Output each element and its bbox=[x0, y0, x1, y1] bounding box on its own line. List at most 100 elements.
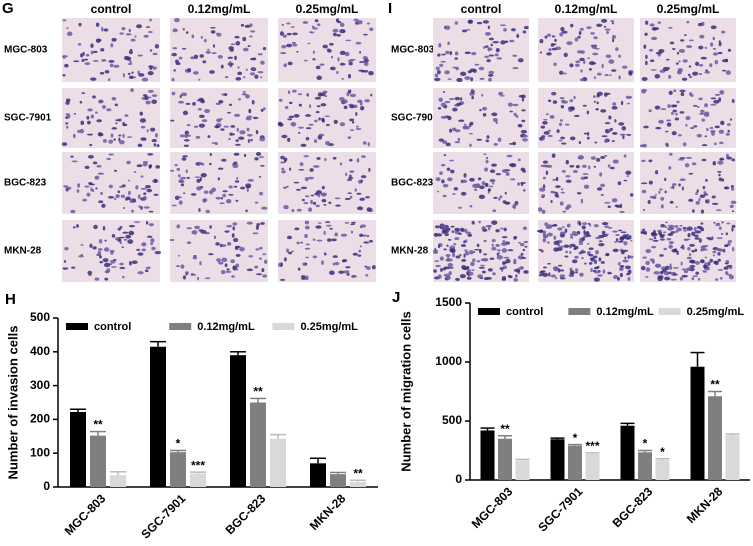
cell bbox=[539, 187, 546, 192]
cell bbox=[459, 273, 466, 279]
cell bbox=[592, 255, 598, 259]
cell bbox=[451, 230, 455, 233]
cell bbox=[182, 110, 189, 116]
cell bbox=[78, 254, 84, 258]
cell bbox=[114, 103, 119, 107]
cell bbox=[698, 97, 703, 101]
cell bbox=[76, 189, 80, 193]
cell bbox=[518, 94, 524, 98]
cell bbox=[110, 133, 114, 138]
cell bbox=[248, 109, 252, 114]
cell bbox=[254, 265, 259, 269]
micrograph bbox=[278, 152, 376, 214]
cell bbox=[286, 43, 293, 48]
cell bbox=[455, 277, 460, 281]
cell bbox=[555, 276, 558, 280]
cell bbox=[287, 61, 293, 66]
cell bbox=[230, 125, 236, 128]
cell bbox=[704, 46, 708, 49]
cell bbox=[731, 224, 736, 228]
cell bbox=[184, 130, 190, 135]
micrograph bbox=[538, 88, 634, 148]
cell bbox=[115, 119, 121, 122]
cell bbox=[290, 122, 297, 127]
cell bbox=[694, 237, 700, 240]
cell bbox=[248, 255, 254, 258]
cell bbox=[96, 254, 101, 256]
cell bbox=[579, 272, 584, 277]
micrograph bbox=[536, 220, 634, 282]
cell bbox=[147, 70, 154, 76]
cell bbox=[238, 136, 245, 140]
cell bbox=[604, 155, 608, 157]
cell bbox=[316, 105, 321, 108]
cell bbox=[701, 144, 708, 147]
cell bbox=[438, 107, 442, 110]
y-tick-label: 1500 bbox=[435, 295, 462, 309]
cell bbox=[490, 43, 493, 47]
cell bbox=[667, 233, 674, 236]
cell bbox=[311, 25, 315, 28]
cell bbox=[71, 160, 78, 163]
cell bbox=[223, 125, 229, 128]
cell bbox=[549, 114, 555, 119]
cell bbox=[369, 27, 374, 31]
cell bbox=[249, 57, 257, 61]
cell bbox=[100, 48, 105, 52]
cell bbox=[216, 32, 222, 37]
cell bbox=[700, 109, 705, 113]
cell bbox=[653, 271, 660, 275]
cell bbox=[683, 238, 689, 241]
cell bbox=[130, 38, 136, 42]
cell bbox=[339, 96, 345, 101]
cell bbox=[524, 245, 528, 248]
cell bbox=[144, 184, 151, 189]
cell bbox=[667, 104, 671, 108]
cell bbox=[360, 106, 365, 111]
cell bbox=[145, 220, 149, 225]
cell bbox=[679, 157, 686, 160]
cell bbox=[285, 248, 290, 253]
cell bbox=[207, 135, 211, 138]
cell bbox=[259, 137, 266, 142]
cell bbox=[209, 225, 212, 229]
cell bbox=[521, 97, 524, 102]
cell bbox=[507, 249, 514, 252]
cell bbox=[228, 138, 231, 140]
cell bbox=[237, 71, 243, 76]
cell bbox=[673, 89, 677, 93]
cell bbox=[702, 270, 706, 273]
cell bbox=[219, 202, 225, 205]
cell bbox=[696, 133, 702, 138]
cell bbox=[139, 111, 143, 116]
cell bbox=[568, 106, 575, 110]
cell bbox=[687, 247, 691, 251]
cell bbox=[648, 180, 653, 185]
cell bbox=[559, 119, 563, 122]
cell bbox=[689, 264, 696, 268]
cell bbox=[305, 243, 310, 246]
cell bbox=[660, 196, 665, 201]
cell bbox=[179, 94, 182, 99]
cell bbox=[600, 109, 607, 113]
cell bbox=[645, 60, 648, 66]
cell bbox=[66, 125, 69, 129]
cell bbox=[442, 91, 446, 93]
row-label: SGC-7901 bbox=[391, 113, 439, 124]
cell bbox=[246, 187, 249, 193]
cell bbox=[281, 134, 288, 139]
cell bbox=[133, 221, 141, 223]
cell bbox=[596, 23, 603, 27]
cell bbox=[86, 120, 91, 125]
cell bbox=[170, 169, 175, 172]
cell bbox=[605, 54, 612, 58]
cell bbox=[698, 197, 701, 202]
cell bbox=[563, 244, 570, 248]
cell bbox=[601, 18, 608, 23]
cell bbox=[71, 266, 76, 269]
cell bbox=[249, 35, 253, 38]
cell bbox=[131, 260, 138, 264]
cell bbox=[175, 62, 181, 66]
cell bbox=[437, 53, 441, 57]
cell bbox=[546, 224, 553, 229]
